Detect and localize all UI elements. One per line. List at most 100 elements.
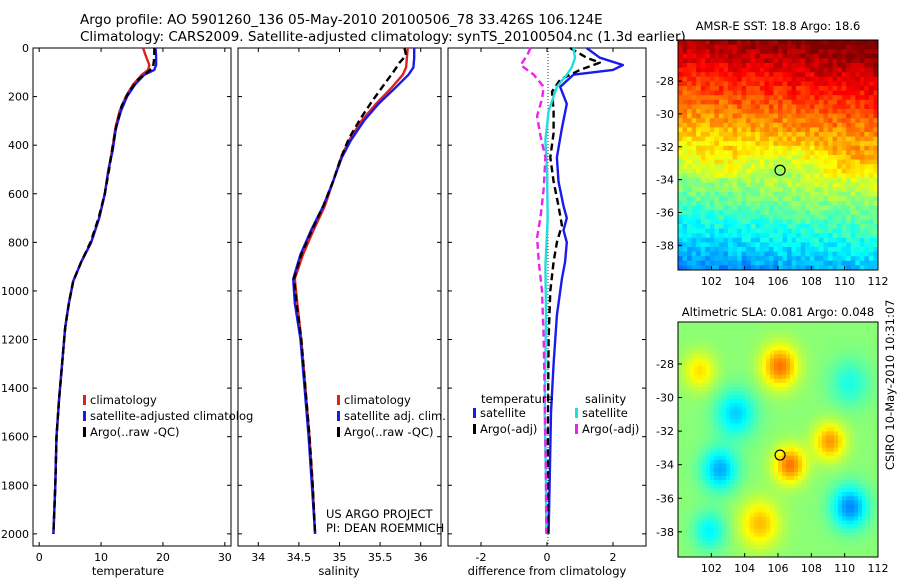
sst-cell [696,228,702,234]
sla-cell [682,455,687,461]
sla-cell [738,447,743,453]
sla-cell [718,427,723,432]
sla-cell [682,540,687,546]
sla-cell [850,516,855,521]
sla-cell [822,322,827,327]
sst-cell [850,40,856,45]
sla-cell [874,423,879,428]
sla-cell [714,540,719,546]
sla-cell [770,496,775,501]
sla-cell [790,488,795,493]
sst-cell [859,132,865,137]
sst-cell [773,233,779,239]
sst-cell [705,173,711,179]
sla-cell [718,536,723,542]
sst-cell [800,53,806,59]
sla-cell [758,374,763,380]
sst-cell [841,81,847,87]
sla-cell [798,463,803,469]
sla-cell [710,439,715,444]
sla-cell [874,455,879,461]
sst-cell [809,109,815,114]
sst-cell [691,251,697,257]
sst-cell [737,201,743,206]
sla-cell [710,362,715,367]
sst-cell [741,182,747,188]
sst-cell [805,210,811,216]
sst-cell [782,53,788,59]
sla-cell [822,480,827,485]
sla-cell [798,415,803,420]
sla-cell [762,524,767,530]
sla-cell [862,427,867,432]
sla-cell [830,362,835,367]
sst-cell [696,247,702,252]
sst-cell [737,155,743,160]
sla-cell [798,540,803,546]
sla-cell [706,459,711,465]
sla-cell [710,471,715,477]
sst-cell [728,90,733,96]
sst-cell [773,205,779,211]
sla-cell [738,536,743,542]
sst-cell [828,99,833,105]
sla-cell [826,346,831,351]
sla-cell [818,459,823,465]
sst-cell [764,219,770,225]
sla-cell [866,382,871,388]
sla-cell [722,330,727,335]
sst-cell [850,164,856,170]
sla-cell [770,386,775,392]
sla-cell [818,451,823,457]
sla-cell [794,475,799,481]
sla-cell [750,366,755,372]
sla-cell [790,463,795,469]
sla-cell [778,386,783,392]
sla-cell [826,411,831,416]
sla-cell [734,451,739,457]
sla-cell [830,326,835,331]
sst-cell [691,76,697,82]
sla-cell [742,536,747,542]
sla-cell [826,516,831,521]
sst-cell [696,196,702,202]
sst-cell [791,81,797,87]
sla-cell [774,532,779,538]
sla-cell [834,504,839,509]
sst-cell [755,196,761,202]
sst-cell [755,251,761,257]
sst-cell [746,76,752,82]
sla-cell [794,480,799,485]
sst-cell [759,72,765,78]
sst-cell [718,196,724,202]
sla-cell [854,362,859,367]
sla-cell [790,411,795,416]
sst-cell [709,196,715,202]
sst-cell [723,191,729,197]
sst-cell [814,237,820,243]
sst-cell [728,104,733,110]
sst-cell [837,173,843,179]
sla-cell [842,496,847,501]
sst-cell [728,132,733,137]
sla-cell [722,516,727,521]
sla-cell [730,480,735,485]
sst-cell [818,173,824,179]
sst-cell [818,136,824,142]
sst-cell [782,233,788,239]
sla-cell [858,403,863,408]
sst-cell [855,191,861,197]
sla-cell [682,366,687,372]
sst-cell [732,168,738,174]
sla-cell [718,374,723,380]
sla-cell [874,350,879,355]
sla-cell [870,484,875,489]
sla-cell [794,394,799,400]
sst-cell [796,164,802,170]
sla-cell [694,508,699,513]
sla-cell [798,358,803,363]
sst-cell [809,205,815,211]
sst-cell [846,99,852,105]
sla-cell [762,544,767,550]
sla-cell [822,350,827,355]
